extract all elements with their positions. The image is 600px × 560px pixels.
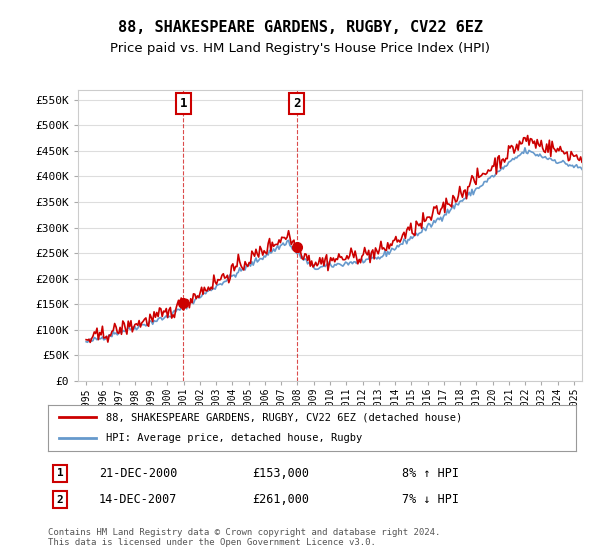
Text: £153,000: £153,000 <box>252 466 309 480</box>
Text: 8% ↑ HPI: 8% ↑ HPI <box>402 466 459 480</box>
Text: 88, SHAKESPEARE GARDENS, RUGBY, CV22 6EZ (detached house): 88, SHAKESPEARE GARDENS, RUGBY, CV22 6EZ… <box>106 412 463 422</box>
Text: 21-DEC-2000: 21-DEC-2000 <box>99 466 178 480</box>
Text: 2: 2 <box>293 97 301 110</box>
Text: 2: 2 <box>56 494 64 505</box>
Text: 1: 1 <box>56 468 64 478</box>
Text: 7% ↓ HPI: 7% ↓ HPI <box>402 493 459 506</box>
Text: Price paid vs. HM Land Registry's House Price Index (HPI): Price paid vs. HM Land Registry's House … <box>110 42 490 55</box>
Text: Contains HM Land Registry data © Crown copyright and database right 2024.
This d: Contains HM Land Registry data © Crown c… <box>48 528 440 547</box>
Text: HPI: Average price, detached house, Rugby: HPI: Average price, detached house, Rugb… <box>106 433 362 444</box>
Text: 88, SHAKESPEARE GARDENS, RUGBY, CV22 6EZ: 88, SHAKESPEARE GARDENS, RUGBY, CV22 6EZ <box>118 20 482 35</box>
Text: £261,000: £261,000 <box>252 493 309 506</box>
Text: 1: 1 <box>179 97 187 110</box>
Text: 14-DEC-2007: 14-DEC-2007 <box>99 493 178 506</box>
